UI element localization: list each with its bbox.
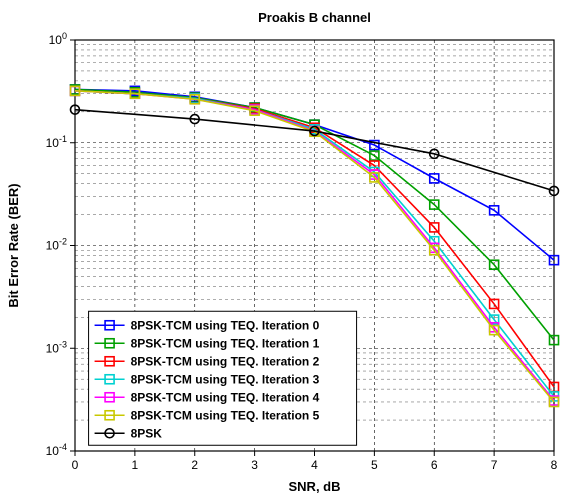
legend-entry: 8PSK-TCM using TEQ. Iteration 4: [131, 390, 320, 404]
chart-container: 0 1 2 3 4 5 6 7 8 10-4 10-3 10-2 10-1 100 Proakis B ch…: [0, 0, 576, 501]
legend-entry: 8PSK-TCM using TEQ. Iteration 1: [131, 336, 320, 350]
y-tick-label: 100: [49, 31, 67, 47]
x-tick-label: 4: [311, 458, 318, 472]
x-tick-label: 0: [72, 458, 79, 472]
chart-title: Proakis B channel: [258, 10, 371, 25]
legend-entry: 8PSK-TCM using TEQ. Iteration 3: [131, 372, 320, 386]
legend-entry: 8PSK-TCM using TEQ. Iteration 0: [131, 318, 320, 332]
y-tick-label: 10-1: [46, 134, 67, 150]
y-axis-label: Bit Error Rate (BER): [6, 183, 21, 307]
legend-entry: 8PSK: [131, 426, 163, 440]
y-tick-label: 10-4: [46, 442, 67, 458]
ber-chart: 0 1 2 3 4 5 6 7 8 10-4 10-3 10-2 10-1 100 Proakis B ch…: [0, 0, 576, 501]
x-tick-label: 8: [551, 458, 558, 472]
x-tick-label: 5: [371, 458, 378, 472]
legend-entry: 8PSK-TCM using TEQ. Iteration 5: [131, 408, 320, 422]
x-tick-label: 1: [132, 458, 139, 472]
x-tick-label: 2: [191, 458, 198, 472]
y-tick-label: 10-3: [46, 339, 67, 355]
legend: 8PSK-TCM using TEQ. Iteration 0 8PSK-TCM …: [89, 311, 357, 445]
y-tick-label: 10-2: [46, 237, 67, 253]
x-tick-label: 7: [491, 458, 498, 472]
x-tick-label: 3: [251, 458, 258, 472]
legend-entry: 8PSK-TCM using TEQ. Iteration 2: [131, 354, 320, 368]
x-axis-label: SNR, dB: [289, 479, 341, 494]
x-tick-label: 6: [431, 458, 438, 472]
